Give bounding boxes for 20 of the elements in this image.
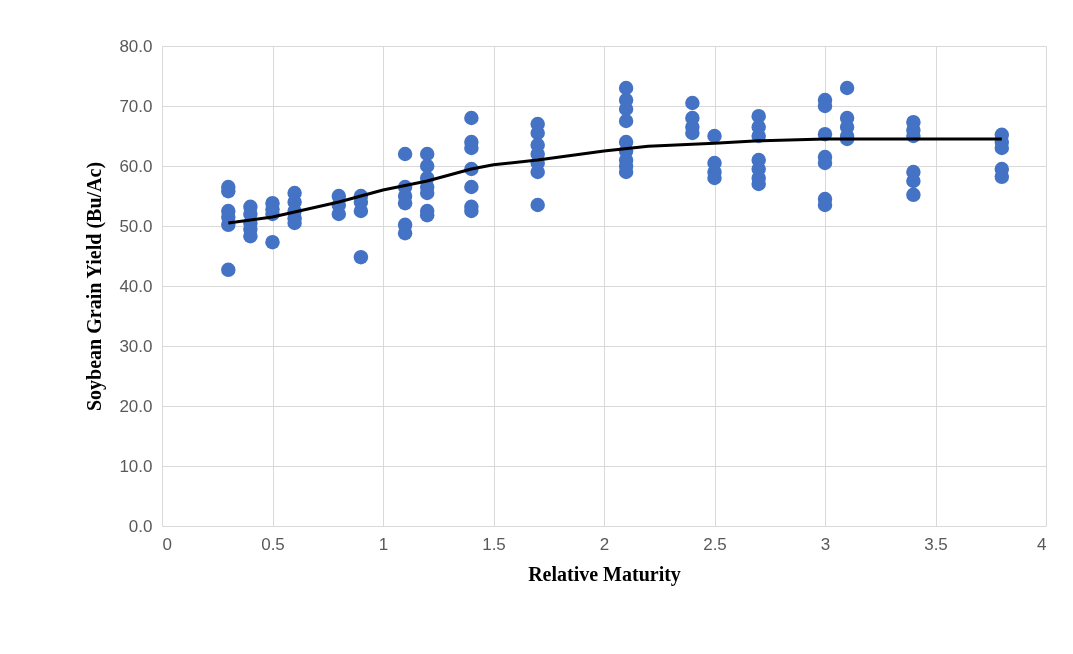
- x-tick-label: 2: [599, 534, 610, 554]
- y-tick-label: 80.0: [119, 36, 153, 56]
- x-tick-label: 1: [378, 534, 389, 554]
- y-tick-label: 40.0: [119, 276, 153, 296]
- x-tick-label: 4: [1037, 534, 1047, 554]
- x-tick-label: 0.5: [261, 534, 285, 554]
- y-tick-label: 50.0: [119, 216, 153, 236]
- y-tick-label: 30.0: [119, 336, 153, 356]
- y-tick-label: 0.0: [128, 516, 153, 536]
- x-tick-label: 0: [162, 534, 172, 554]
- x-tick-label: 3.5: [924, 534, 948, 554]
- y-tick-label: 10.0: [119, 456, 153, 476]
- y-axis-title: Soybean Grain Yield (Bu/Ac): [83, 161, 107, 412]
- x-axis-title: Relative Maturity: [528, 562, 681, 586]
- y-tick-label: 20.0: [119, 396, 153, 416]
- y-tick-label: 70.0: [119, 96, 153, 116]
- y-tick-label: 60.0: [119, 156, 153, 176]
- x-tick-label: 2.5: [703, 534, 727, 554]
- x-tick-label: 1.5: [482, 534, 506, 554]
- x-tick-label: 3: [820, 534, 831, 554]
